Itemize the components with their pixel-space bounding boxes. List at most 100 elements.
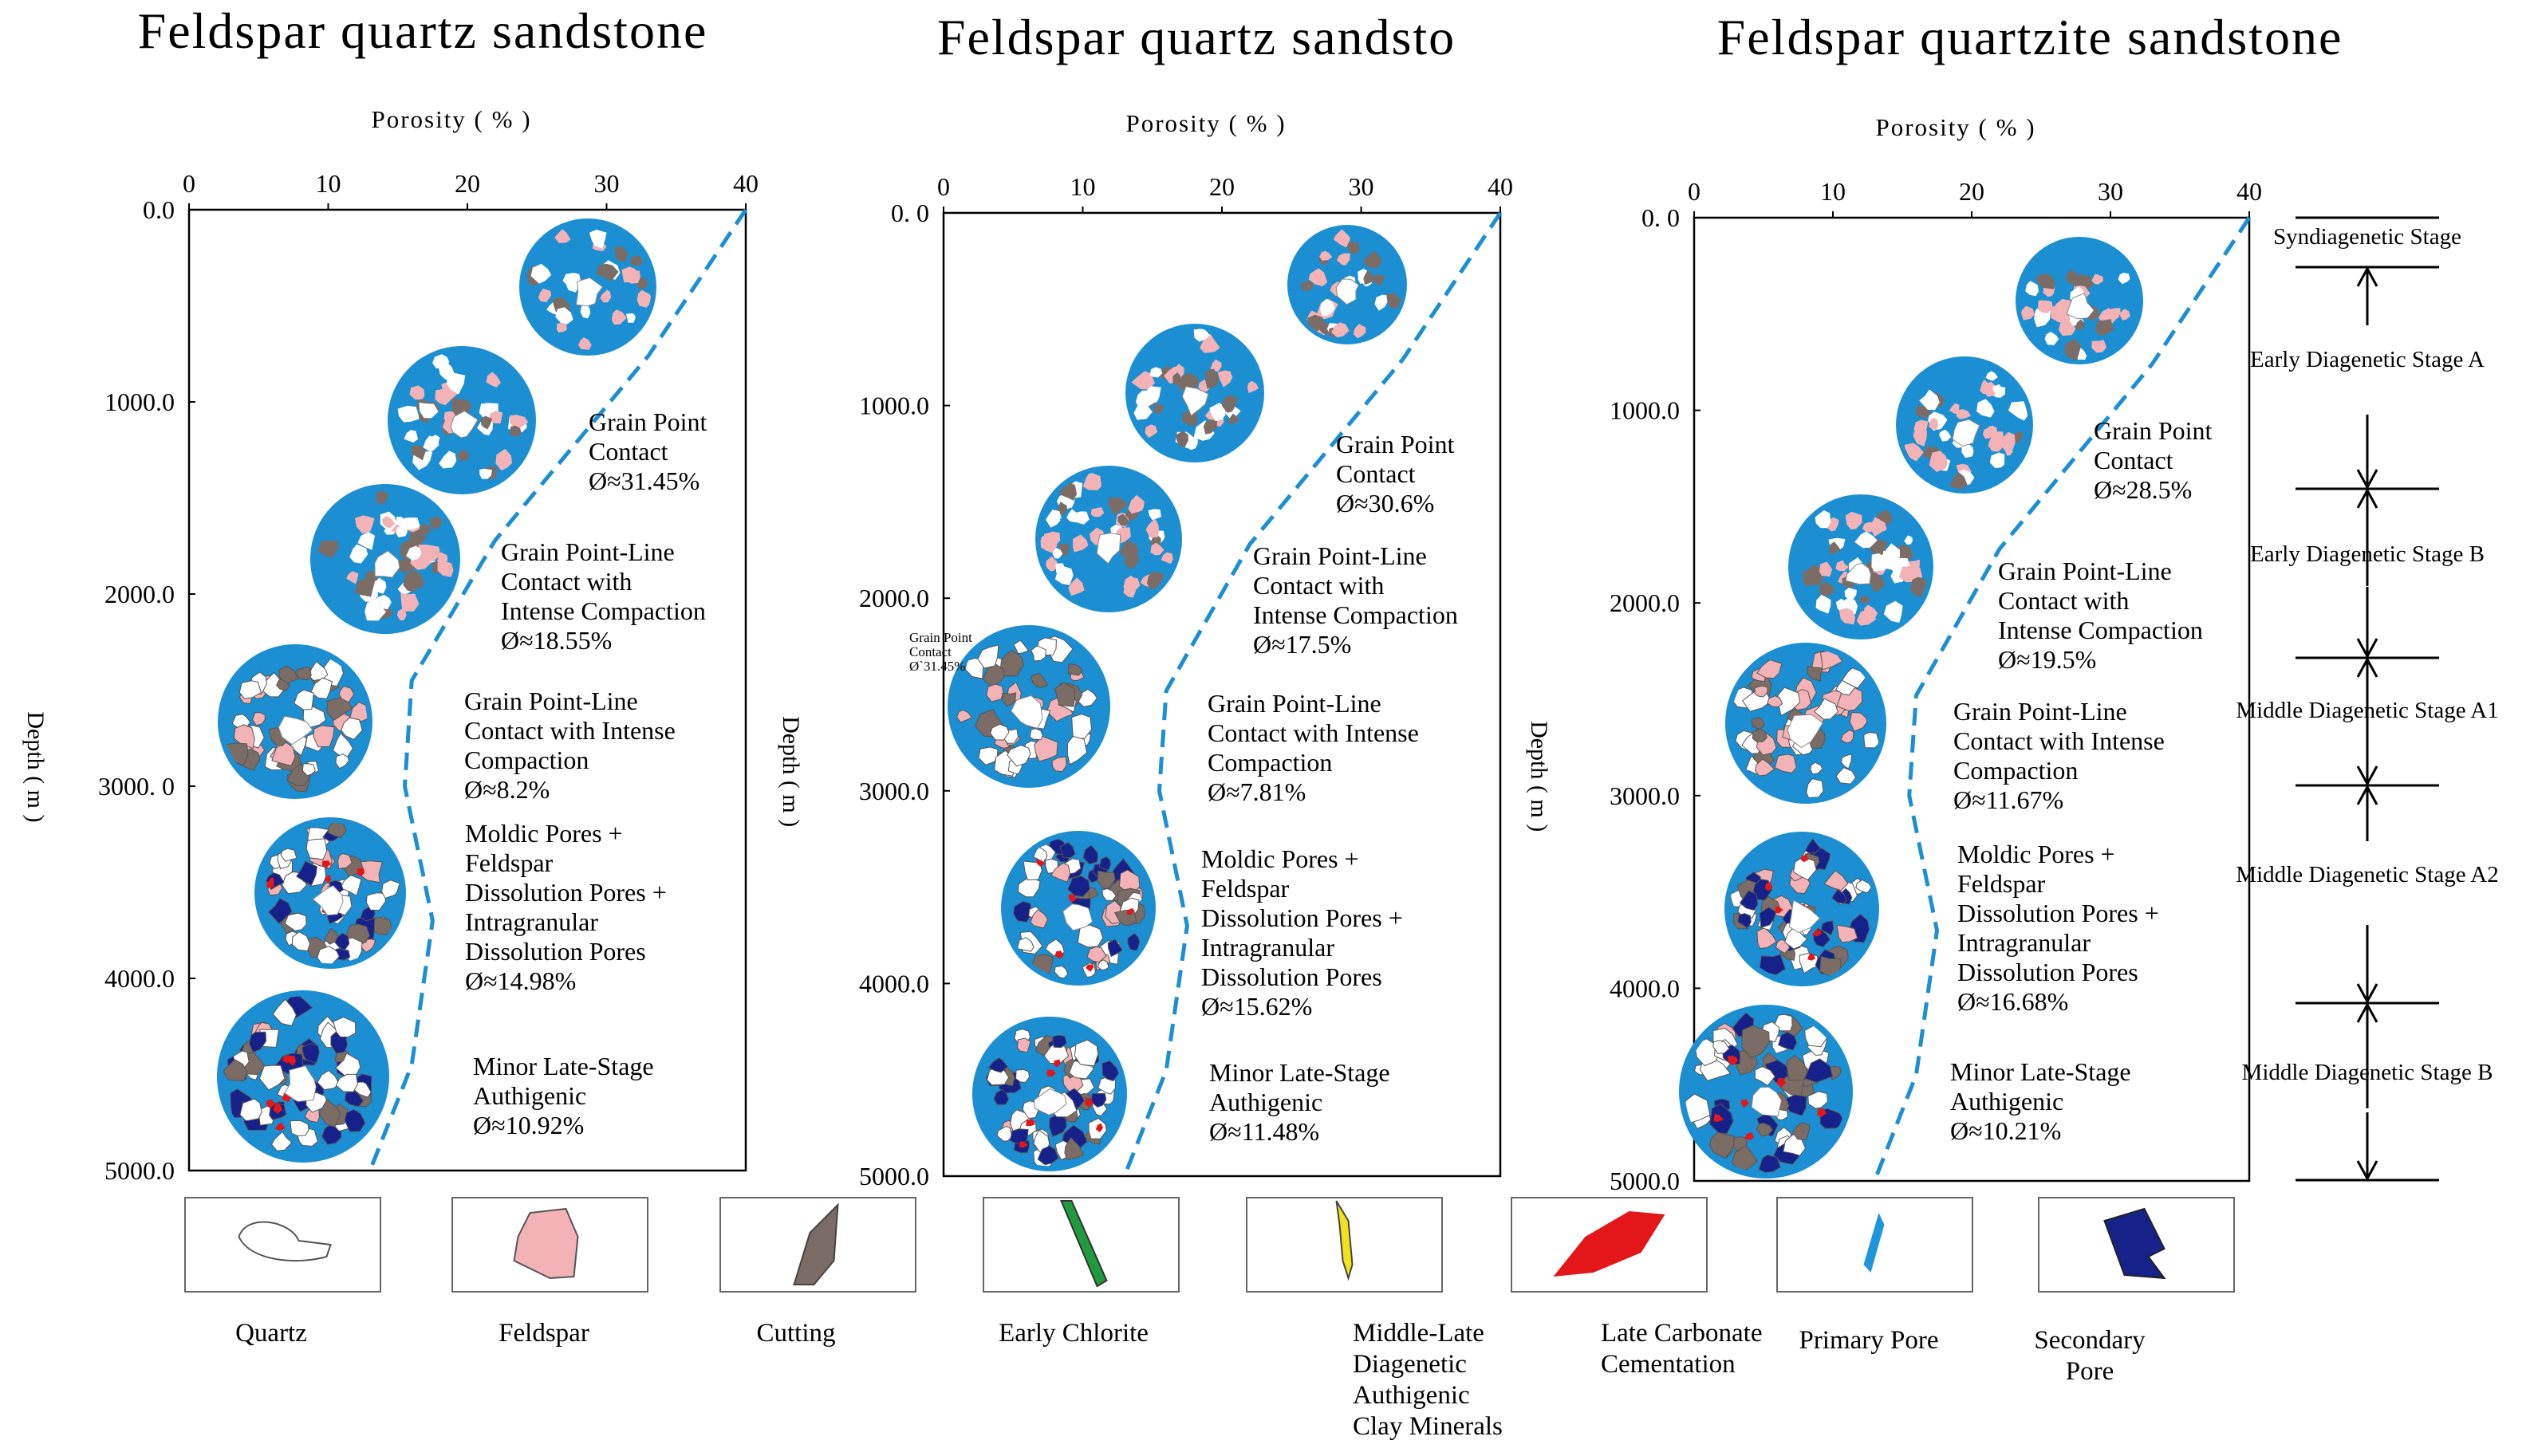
thin-section-disk	[1287, 225, 1407, 344]
grain	[1054, 682, 1075, 707]
legend-label: Feldspar	[499, 1319, 589, 1348]
grain	[1031, 645, 1046, 662]
x-tick-label: 20	[1959, 177, 1984, 206]
grain	[1097, 959, 1109, 971]
grain	[1870, 517, 1887, 537]
grain	[1055, 563, 1066, 574]
stage-annotation-line: Intragranular	[1201, 933, 1334, 962]
grain	[1939, 429, 1952, 442]
grain	[301, 763, 316, 777]
grain	[1301, 281, 1314, 291]
grain	[1074, 1039, 1099, 1067]
grain	[1066, 735, 1088, 765]
grain	[1346, 241, 1360, 254]
pore-grain	[1034, 1088, 1067, 1116]
stage-annotation-line: Grain Point	[589, 407, 707, 436]
grain	[1221, 395, 1238, 413]
legend-label: Primary Pore	[1799, 1326, 1938, 1355]
stage-annotation-line: Grain Point	[1336, 430, 1455, 458]
grain	[341, 717, 363, 741]
disk-grains	[1131, 329, 1259, 451]
grain	[2065, 270, 2079, 287]
grain	[1362, 251, 1383, 268]
stage-annotation-line: Dissolution Pores	[1201, 962, 1382, 991]
grain	[987, 1057, 1008, 1073]
grain	[509, 425, 522, 437]
grain	[276, 678, 290, 691]
grain	[291, 931, 311, 952]
grain	[396, 608, 407, 621]
stage-annotation-line: Intragranular	[465, 907, 598, 936]
disk-grains	[985, 1029, 1121, 1167]
grain	[1066, 509, 1081, 523]
stage-annotation-line: Grain Point-Line	[1253, 541, 1427, 570]
grain	[1064, 1136, 1085, 1160]
x-tick-label: 10	[316, 169, 341, 198]
stage-annotation-line: Contact	[589, 437, 668, 466]
y-axis-title: Depth ( m )	[1526, 721, 1552, 832]
grain	[1029, 728, 1043, 741]
grain	[1018, 876, 1041, 898]
grain	[1913, 419, 1929, 434]
stage-annotation-line: Compaction	[1953, 756, 2078, 785]
x-tick-label: 30	[594, 169, 620, 198]
grain	[1056, 502, 1068, 514]
grain	[488, 411, 503, 424]
carbonate-cement	[1068, 894, 1078, 903]
grain	[1784, 926, 1808, 950]
grain	[457, 450, 469, 462]
grain	[406, 545, 422, 561]
legend-label: Clay Minerals	[1353, 1412, 1503, 1441]
stage-annotation-line: Ø≈31.45%	[589, 466, 700, 495]
grain	[1737, 913, 1752, 929]
stage-annotation-line: Minor Late-Stage	[1950, 1057, 2131, 1086]
grain	[1037, 1145, 1059, 1166]
pore-grain	[1181, 386, 1209, 417]
grain	[530, 263, 552, 284]
pore-grain	[312, 884, 344, 916]
panels-layer: Feldspar quartz sandstone Porosity ( % ) 0…	[22, 2, 2341, 1195]
grain	[2025, 281, 2039, 297]
grain	[1333, 229, 1351, 248]
grain	[1059, 841, 1076, 859]
grain	[1803, 569, 1819, 586]
grain	[1739, 890, 1759, 911]
stage-label: Syndiagenetic Stage	[2273, 224, 2461, 250]
grain	[302, 706, 326, 729]
grain	[986, 683, 1004, 702]
stage-annotation-line: Ø≈18.55%	[501, 626, 612, 655]
grain	[305, 838, 328, 860]
grain	[1148, 509, 1161, 521]
grain	[1870, 572, 1886, 592]
grain	[296, 667, 312, 681]
thin-section-disk	[218, 644, 372, 799]
y-tick-label: 3000.0	[859, 777, 929, 805]
carbonate-cement	[1764, 882, 1773, 891]
grain	[1849, 711, 1868, 732]
grain	[1336, 253, 1350, 266]
grain	[1838, 608, 1855, 625]
grain	[556, 322, 567, 333]
grain	[1754, 1065, 1776, 1087]
grain	[441, 381, 460, 401]
grain	[349, 544, 368, 564]
grain	[1127, 933, 1141, 951]
grain	[1209, 403, 1226, 422]
clay-minerals-swatch	[1335, 1200, 1354, 1281]
x-tick-label: 20	[1209, 172, 1235, 201]
stage-annotation-line: Grain Point-Line	[1953, 697, 2127, 726]
carbonate-cement	[266, 881, 275, 888]
pore-grain	[1096, 532, 1121, 565]
grain	[495, 448, 513, 471]
carbonate-cement	[1054, 1059, 1061, 1068]
stage-annotation-line: Contact with Intense	[464, 716, 676, 745]
grain	[1904, 535, 1913, 545]
y-tick-label: 1000.0	[104, 388, 175, 416]
grain	[1709, 1131, 1735, 1159]
legend-label: Quartz	[235, 1319, 307, 1348]
stage-arrow-head	[2356, 469, 2378, 490]
grain	[447, 372, 466, 395]
grain	[337, 852, 353, 870]
grain	[1067, 876, 1090, 898]
